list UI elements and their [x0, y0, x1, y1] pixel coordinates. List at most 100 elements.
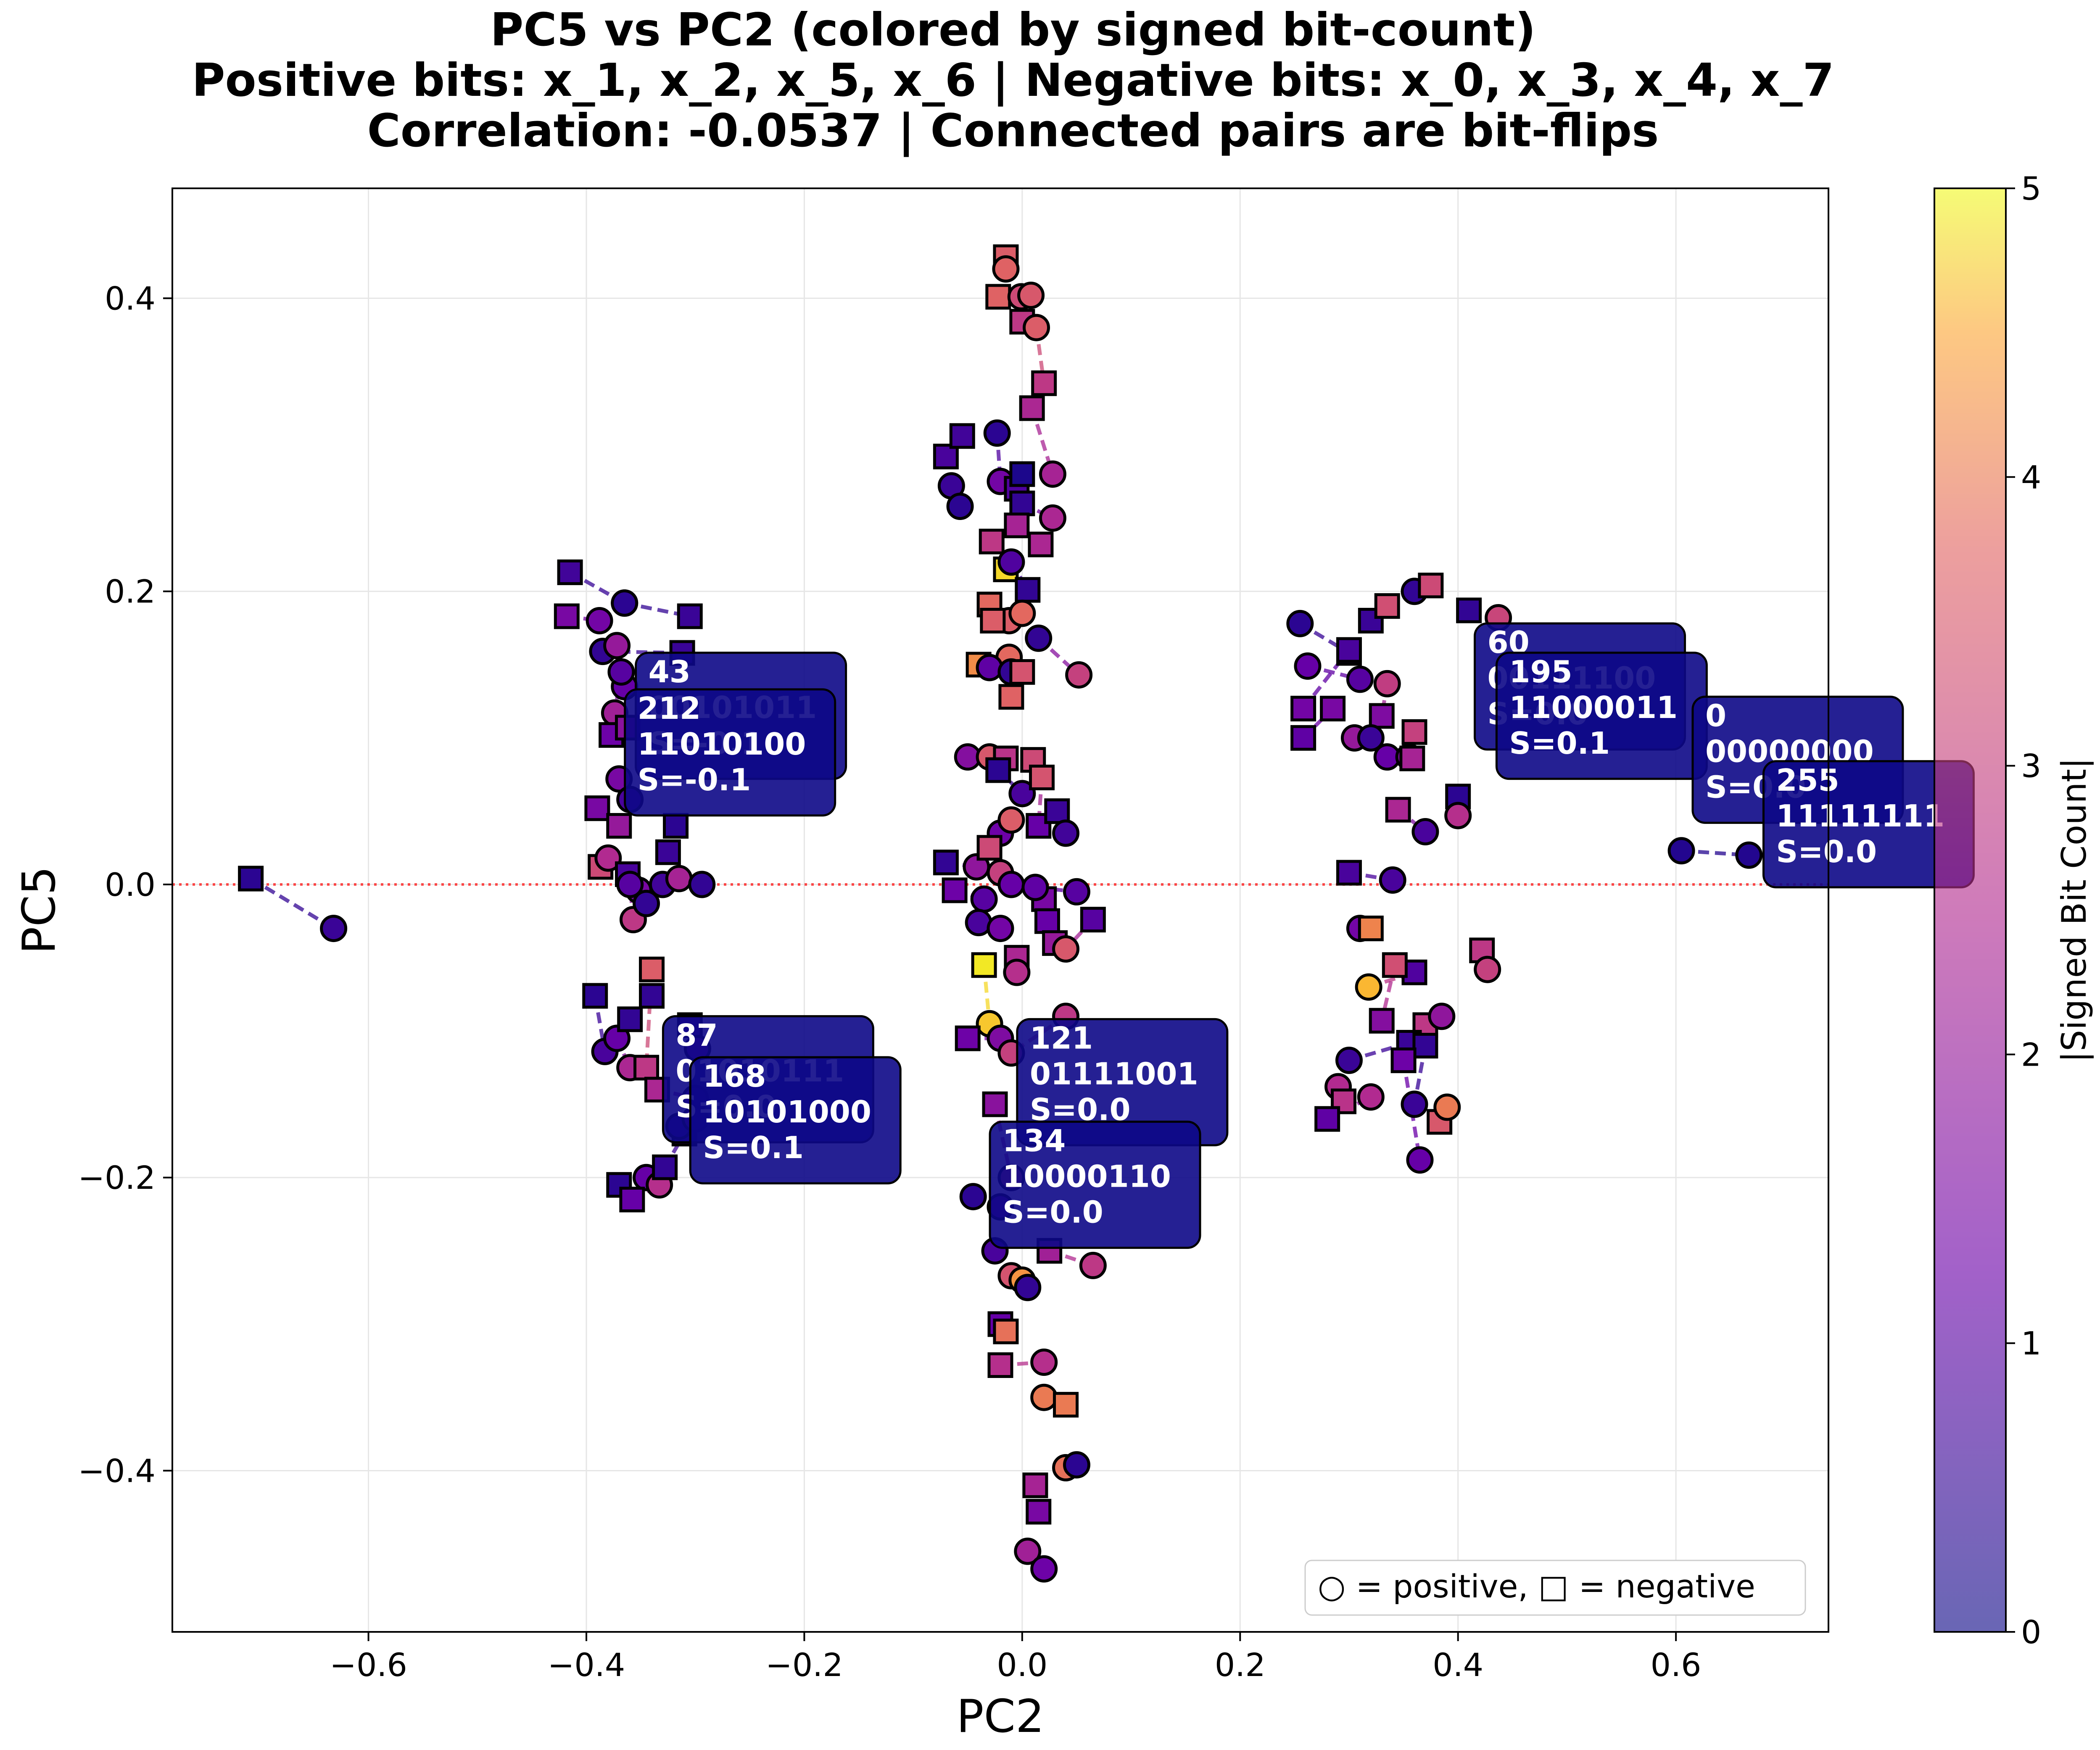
negative-point [980, 607, 1006, 633]
y-axis-ticks: −0.4 −0.2 0.0 0.2 0.4 [78, 280, 172, 1490]
point-annotations: 4300101011S=-0.121211010100S=-0.18701010… [624, 622, 1975, 1249]
negative-point [1390, 1047, 1417, 1073]
annotation-text: 0 [1705, 698, 1726, 733]
annotation-text: 43 [649, 654, 691, 689]
positive-point [997, 548, 1025, 576]
negative-point [1009, 659, 1035, 685]
positive-point [1474, 956, 1501, 983]
negative-point [677, 603, 703, 629]
negative-point [1290, 696, 1316, 722]
negative-point [633, 1055, 660, 1081]
colorbar-gradient [1934, 188, 2006, 1632]
annotation-text: 195 [1509, 654, 1572, 689]
colorbar-frame [1934, 187, 2007, 1633]
negative-point [1382, 952, 1408, 978]
negative-point [987, 1352, 1013, 1378]
negative-point [1009, 491, 1035, 517]
negative-point [1080, 907, 1106, 933]
annotation-box [624, 688, 836, 817]
positive-point [603, 1024, 631, 1052]
positive-point [1346, 665, 1374, 693]
negative-point [971, 952, 997, 978]
negative-point [1336, 637, 1362, 663]
positive-point [987, 915, 1014, 942]
x-tick-label: −0.2 [765, 1646, 843, 1684]
negative-point [1290, 725, 1316, 751]
negative-point [1369, 703, 1395, 729]
positive-point [1373, 670, 1401, 697]
annotation-text: 01111001 [1030, 1056, 1198, 1091]
title-line-3: Correlation: -0.0537 | Connected pairs a… [367, 105, 1659, 157]
negative-point [582, 983, 608, 1009]
negative-point [663, 813, 689, 839]
negative-point [1004, 512, 1030, 538]
positive-point [1014, 1537, 1042, 1565]
negative-point [639, 956, 665, 982]
y-tick-label: 0.2 [105, 573, 156, 610]
negative-point [1314, 1106, 1340, 1132]
negative-point [554, 603, 580, 629]
x-tick-label: 0.2 [1215, 1646, 1266, 1684]
positive-point [665, 865, 693, 892]
negative-point [1358, 916, 1384, 942]
negative-point [1385, 797, 1411, 823]
negative-point [985, 757, 1011, 783]
positive-point [1401, 1090, 1428, 1118]
colorbar-tick-label: 4 [2021, 459, 2041, 496]
positive-point [1021, 874, 1049, 901]
legend-text: ○ = positive, □ = negative [1318, 1568, 1755, 1605]
colorbar-ticks: 0 1 2 3 4 5 [2006, 170, 2041, 1651]
positive-point [688, 871, 716, 898]
positive-point [1003, 958, 1031, 986]
negative-point [1009, 461, 1035, 487]
annotation-text: 11010100 [638, 726, 806, 762]
negative-point [1028, 531, 1054, 557]
positive-point [1030, 1349, 1058, 1376]
positive-point [1379, 866, 1406, 894]
positive-point [946, 493, 974, 520]
negative-point [985, 284, 1011, 310]
negative-point [1374, 593, 1400, 619]
plot-frame [171, 187, 1829, 1633]
positive-point [1039, 504, 1066, 532]
positive-point [1433, 1093, 1461, 1121]
annotation-text: 11111111 [1776, 798, 1944, 834]
positive-point [1025, 624, 1053, 652]
negative-point [617, 1006, 643, 1032]
annotation-text: 255 [1776, 763, 1839, 798]
positive-point [603, 632, 631, 660]
annotation-text: S=0.0 [1003, 1194, 1103, 1230]
x-tick-label: 0.6 [1651, 1646, 1702, 1684]
colorbar-label: |Signed Bit Count| [2055, 758, 2094, 1062]
positive-point [616, 871, 644, 898]
negative-point [1031, 370, 1057, 396]
bit-flip-connector [1302, 649, 1351, 710]
positive-point [586, 607, 613, 634]
annotation-text: 212 [638, 691, 701, 726]
positive-point [959, 1183, 987, 1211]
positive-point [1357, 1083, 1385, 1111]
positive-point [1008, 780, 1036, 808]
positive-point [1008, 599, 1036, 627]
colorbar-tick-label: 3 [2021, 747, 2041, 785]
negative-point [976, 835, 1003, 861]
negative-point [619, 1187, 645, 1213]
negative-point [639, 983, 665, 1009]
positive-point [1411, 818, 1439, 845]
positive-point [976, 654, 1003, 681]
x-axis-ticks: −0.6 −0.4 −0.2 0.0 0.2 0.4 0.6 [330, 1632, 1702, 1684]
positive-point [983, 419, 1011, 447]
positive-point [997, 871, 1025, 898]
negative-point [652, 1154, 678, 1180]
colorbar-tick-label: 0 [2021, 1613, 2041, 1651]
negative-point [1022, 1472, 1048, 1498]
negative-point [655, 839, 681, 865]
negative-point [1026, 1499, 1052, 1525]
positive-point [1030, 1555, 1058, 1583]
negative-point [949, 423, 975, 449]
